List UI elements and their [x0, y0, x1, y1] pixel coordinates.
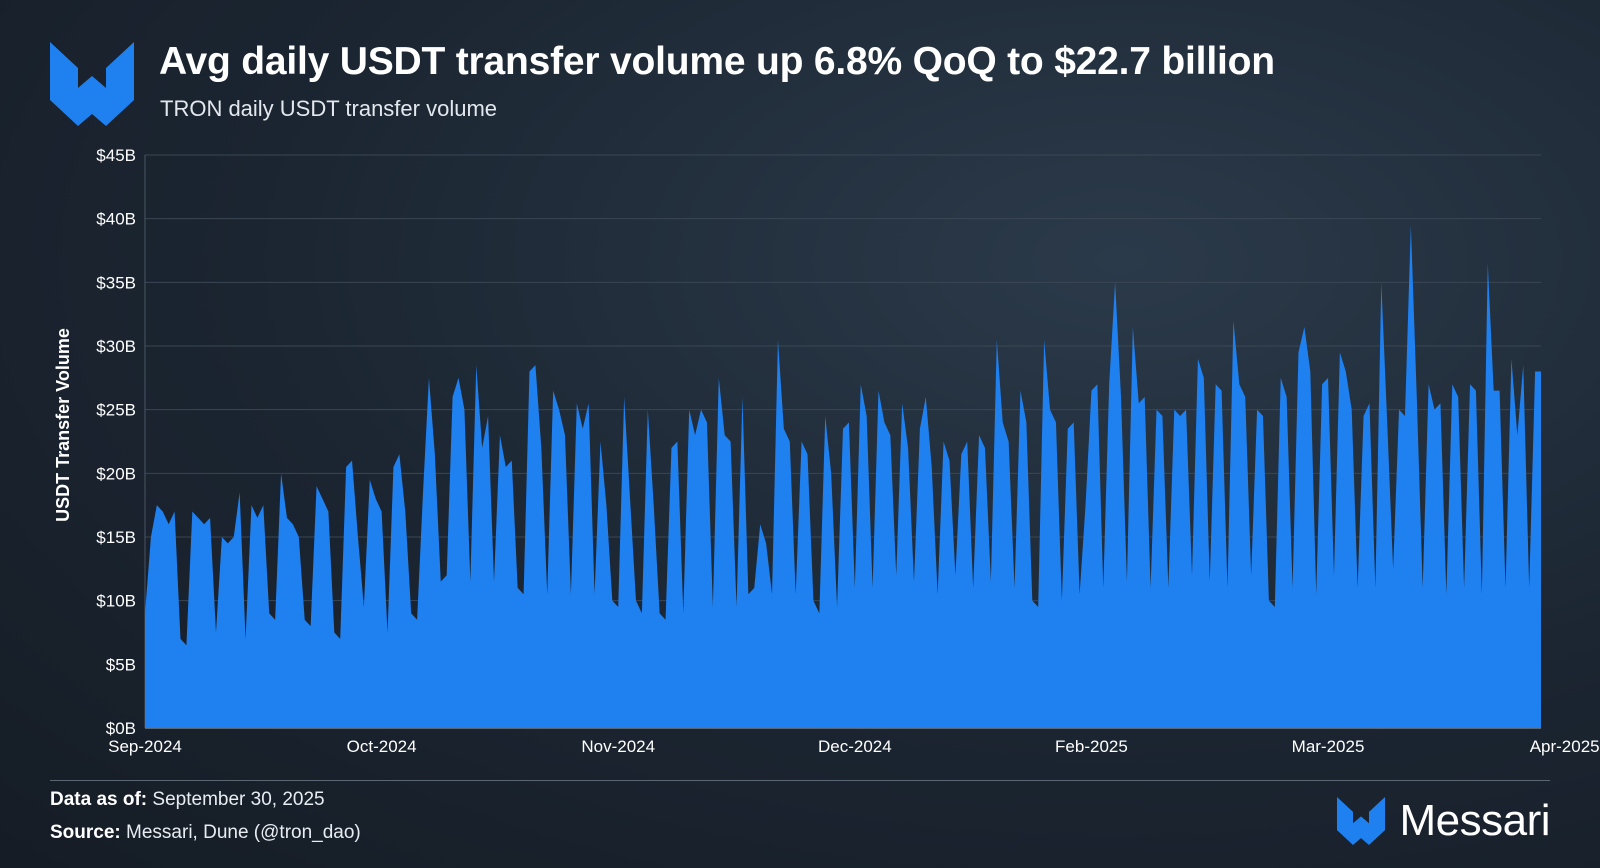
footer-divider — [50, 780, 1550, 781]
y-tick-label: $45B — [96, 146, 136, 165]
y-tick-label: $40B — [96, 210, 136, 229]
chart-subtitle: TRON daily USDT transfer volume — [160, 96, 498, 121]
y-tick-label: $0B — [106, 719, 136, 738]
area-chart: $0B $5B $10B $15B $20B $25B $30B $35B $40B $45B S… — [53, 146, 1600, 756]
y-tick-label: $20B — [96, 464, 136, 483]
y-tick-label: $30B — [96, 337, 136, 356]
x-tick-label: Oct-2024 — [347, 737, 417, 756]
x-tick-label: Sep-2024 — [108, 737, 182, 756]
source: Source: Messari, Dune (@tron_dao) — [50, 822, 361, 844]
area-series — [145, 225, 1541, 728]
x-tick-label: Nov-2024 — [581, 737, 655, 756]
messari-logo-icon — [50, 42, 134, 126]
brand-lockup: Messari — [1337, 796, 1550, 846]
x-tick-label: Mar-2025 — [1292, 737, 1365, 756]
x-tick-label: Dec-2024 — [818, 737, 892, 756]
source-label: Source: — [50, 822, 121, 843]
brand-name: Messari — [1399, 796, 1550, 845]
y-axis: $0B $5B $10B $15B $20B $25B $30B $35B $40B $45B — [96, 146, 136, 738]
x-axis: Sep-2024 Oct-2024 Nov-2024 Dec-2024 Feb-2025… — [108, 737, 1600, 756]
x-tick-label: Apr-2025 — [1530, 737, 1600, 756]
y-axis-label: USDT Transfer Volume — [53, 328, 73, 522]
y-tick-label: $35B — [96, 273, 136, 292]
y-tick-label: $10B — [96, 592, 136, 611]
data-as-of: Data as of: September 30, 2025 — [50, 789, 325, 811]
messari-brand-icon — [1337, 797, 1386, 845]
y-tick-label: $25B — [96, 401, 136, 420]
y-tick-label: $5B — [106, 655, 136, 674]
data-as-of-label: Data as of: — [50, 789, 148, 810]
chart-title: Avg daily USDT transfer volume up 6.8% Q… — [159, 40, 1275, 83]
data-as-of-value: September 30, 2025 — [152, 789, 325, 810]
x-tick-label: Feb-2025 — [1055, 737, 1128, 756]
area-series-fill — [145, 225, 1541, 728]
source-value: Messari, Dune (@tron_dao) — [126, 822, 361, 843]
y-tick-label: $15B — [96, 528, 136, 547]
